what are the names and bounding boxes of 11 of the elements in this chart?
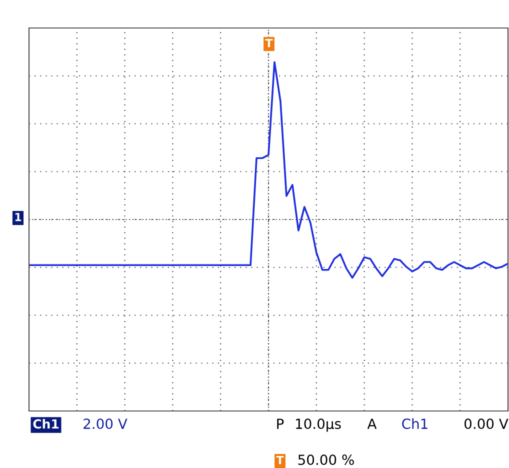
text: P (277, 418, 284, 429)
text: 10.0µs (296, 418, 341, 432)
text: T (276, 456, 284, 464)
text: 0.00 V (464, 418, 508, 430)
text: 50.00 % (298, 454, 354, 466)
text: Ch1 (402, 418, 428, 430)
text: 1 (15, 212, 22, 222)
text: 2.00 V (84, 418, 128, 430)
text: T (265, 38, 273, 48)
text: Ch1 (33, 418, 59, 429)
text: A (367, 418, 377, 429)
